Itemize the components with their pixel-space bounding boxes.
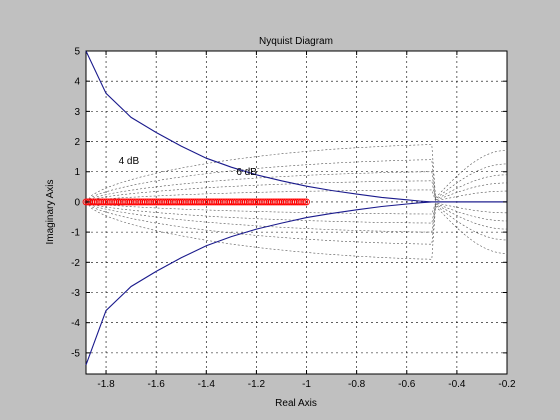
marker-point xyxy=(171,198,179,206)
marker-point xyxy=(186,198,194,206)
marker-point xyxy=(303,198,310,206)
marker-point xyxy=(95,198,103,206)
series-layer xyxy=(85,50,507,366)
marker-point xyxy=(112,198,120,206)
marker-point xyxy=(190,198,197,206)
marker-point xyxy=(102,198,110,206)
grid-labels: 4 dB 6 dB xyxy=(119,156,258,178)
marker-point xyxy=(301,198,309,206)
x-tick-label: -1.4 xyxy=(198,379,216,390)
y-tick-label: -2 xyxy=(71,258,80,269)
y-tick-label: -4 xyxy=(71,318,80,329)
x-axis-ticks: -1.8 -1.6 -1.4 -1.2 -1 -0.8 -0.6 -0.4 -0.2 xyxy=(97,51,516,390)
db-grid-label: 4 dB xyxy=(119,156,140,167)
plot-area xyxy=(85,50,508,375)
marker-point xyxy=(266,198,273,206)
marker-point xyxy=(217,198,225,206)
marker-point xyxy=(130,198,138,206)
marker-point xyxy=(203,198,210,206)
magnitude-contour xyxy=(85,189,507,203)
x-tick-label: -1.2 xyxy=(248,379,266,390)
marker-point xyxy=(210,198,218,206)
magnitude-contour xyxy=(85,201,508,233)
marker-point xyxy=(214,198,222,206)
y-tick-label: 4 xyxy=(74,77,80,88)
circle-markers xyxy=(82,198,310,206)
marker-point xyxy=(280,198,288,206)
marker-point xyxy=(206,198,214,206)
y-tick-label: 0 xyxy=(74,197,80,208)
y-tick-label: 1 xyxy=(74,167,80,178)
y-tick-label: 3 xyxy=(74,107,80,118)
marker-point xyxy=(134,198,142,206)
marker-point xyxy=(178,198,186,206)
marker-point xyxy=(158,198,166,206)
marker-point xyxy=(143,198,151,206)
marker-point xyxy=(127,198,134,206)
db-grid-label: 6 dB xyxy=(236,167,257,178)
marker-point xyxy=(262,198,270,206)
marker-point xyxy=(269,198,277,206)
chart-title: Nyquist Diagram xyxy=(259,36,333,47)
marker-point xyxy=(273,198,281,206)
x-tick-label: -1.8 xyxy=(97,379,115,390)
y-tick-label: 2 xyxy=(74,137,80,148)
y-axis-label: Imaginary Axis xyxy=(45,179,56,244)
x-tick-label: -0.8 xyxy=(348,379,366,390)
marker-point xyxy=(241,198,249,206)
marker-point xyxy=(293,198,301,206)
marker-point xyxy=(151,198,159,206)
marker-point xyxy=(249,198,257,206)
marker-point xyxy=(230,198,238,206)
marker-point xyxy=(84,198,92,206)
marker-point xyxy=(119,198,127,206)
y-tick-label: -3 xyxy=(71,288,80,299)
marker-point xyxy=(182,198,190,206)
magnitude-contours xyxy=(85,144,508,260)
nyquist-negative-line xyxy=(85,201,507,366)
marker-point xyxy=(123,198,131,206)
marker-point xyxy=(290,198,298,206)
marker-point xyxy=(277,198,285,206)
marker-point xyxy=(162,198,170,206)
marker-point xyxy=(115,198,123,206)
x-axis-label: Real Axis xyxy=(275,398,317,409)
magnitude-contour xyxy=(85,201,508,224)
marker-point xyxy=(147,198,155,206)
magnitude-contour xyxy=(85,171,508,203)
magnitude-contour xyxy=(85,201,507,215)
x-tick-label: -1 xyxy=(302,379,311,390)
x-tick-label: -0.2 xyxy=(498,379,516,390)
marker-point xyxy=(99,198,107,206)
marker-point xyxy=(91,198,99,206)
marker-point xyxy=(193,198,201,206)
magnitude-contour xyxy=(85,180,508,203)
x-tick-label: -0.6 xyxy=(398,379,416,390)
y-axis-ticks: 5 4 3 2 1 0 -1 -2 -3 -4 -5 xyxy=(71,47,507,359)
y-tick-label: -5 xyxy=(71,348,80,359)
marker-point xyxy=(297,198,305,206)
marker-point xyxy=(175,198,183,206)
x-tick-label: -0.4 xyxy=(448,379,466,390)
y-tick-label: 5 xyxy=(74,47,80,58)
marker-point xyxy=(221,198,229,206)
marker-point xyxy=(238,198,246,206)
marker-point xyxy=(253,198,260,206)
magnitude-contour xyxy=(85,159,508,203)
marker-point xyxy=(154,198,162,206)
y-tick-label: -1 xyxy=(71,228,80,239)
marker-point xyxy=(245,198,253,206)
marker-point xyxy=(299,198,307,206)
x-tick-label: -1.6 xyxy=(148,379,166,390)
magnitude-contour xyxy=(85,201,508,245)
marker-point xyxy=(234,198,242,206)
